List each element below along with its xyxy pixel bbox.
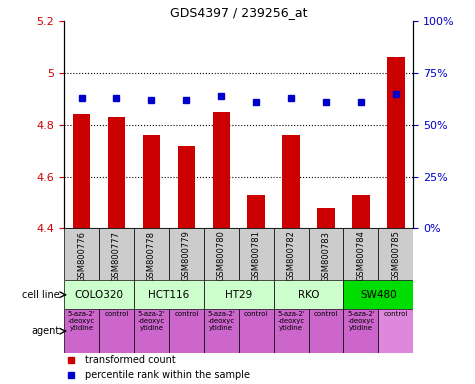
Bar bbox=[64, 309, 99, 353]
Text: GSM800782: GSM800782 bbox=[286, 230, 295, 281]
Text: agent: agent bbox=[31, 326, 59, 336]
Text: control: control bbox=[384, 311, 408, 317]
Text: 5-aza-2'
-deoxyc
ytidine: 5-aza-2' -deoxyc ytidine bbox=[277, 311, 305, 331]
Bar bbox=[317, 208, 335, 228]
Bar bbox=[204, 309, 238, 353]
Bar bbox=[274, 280, 343, 309]
Text: control: control bbox=[174, 311, 199, 317]
Bar bbox=[99, 309, 134, 353]
Bar bbox=[387, 58, 405, 228]
Text: HT29: HT29 bbox=[225, 290, 252, 300]
Text: COLO320: COLO320 bbox=[75, 290, 124, 300]
Text: GSM800784: GSM800784 bbox=[356, 230, 365, 281]
Text: HCT116: HCT116 bbox=[148, 290, 190, 300]
Bar bbox=[169, 309, 204, 353]
Text: cell line: cell line bbox=[22, 290, 59, 300]
Bar bbox=[64, 228, 99, 280]
Bar bbox=[134, 280, 204, 309]
Text: control: control bbox=[314, 311, 338, 317]
Bar bbox=[379, 228, 413, 280]
Bar bbox=[282, 135, 300, 228]
Bar bbox=[134, 228, 169, 280]
Bar bbox=[108, 117, 125, 228]
Bar bbox=[178, 146, 195, 228]
Text: control: control bbox=[104, 311, 129, 317]
Text: GSM800780: GSM800780 bbox=[217, 230, 226, 281]
Text: SW480: SW480 bbox=[360, 290, 397, 300]
Bar bbox=[64, 280, 134, 309]
Text: GSM800783: GSM800783 bbox=[322, 230, 331, 281]
Bar bbox=[309, 228, 343, 280]
Bar bbox=[134, 309, 169, 353]
Text: percentile rank within the sample: percentile rank within the sample bbox=[85, 370, 250, 380]
Text: GSM800777: GSM800777 bbox=[112, 230, 121, 281]
Bar bbox=[99, 228, 134, 280]
Text: 5-aza-2'
-deoxyc
ytidine: 5-aza-2' -deoxyc ytidine bbox=[208, 311, 235, 331]
Text: 5-aza-2'
-deoxyc
ytidine: 5-aza-2' -deoxyc ytidine bbox=[347, 311, 375, 331]
Title: GDS4397 / 239256_at: GDS4397 / 239256_at bbox=[170, 5, 307, 18]
Bar bbox=[309, 309, 343, 353]
Text: GSM800779: GSM800779 bbox=[182, 230, 191, 281]
Bar bbox=[238, 309, 274, 353]
Bar bbox=[274, 228, 309, 280]
Bar bbox=[169, 228, 204, 280]
Bar bbox=[343, 228, 379, 280]
Bar bbox=[343, 280, 413, 309]
Bar bbox=[142, 135, 160, 228]
Bar bbox=[204, 228, 238, 280]
Bar bbox=[204, 280, 274, 309]
Text: GSM800781: GSM800781 bbox=[252, 230, 261, 281]
Bar bbox=[379, 309, 413, 353]
Text: control: control bbox=[244, 311, 268, 317]
Bar bbox=[352, 195, 370, 228]
Bar bbox=[274, 309, 309, 353]
Text: GSM800778: GSM800778 bbox=[147, 230, 156, 281]
Text: GSM800785: GSM800785 bbox=[391, 230, 400, 281]
Text: transformed count: transformed count bbox=[85, 356, 176, 366]
Bar bbox=[343, 309, 379, 353]
Text: RKO: RKO bbox=[298, 290, 319, 300]
Bar bbox=[247, 195, 265, 228]
Bar bbox=[238, 228, 274, 280]
Text: 5-aza-2'
-deoxyc
ytidine: 5-aza-2' -deoxyc ytidine bbox=[68, 311, 95, 331]
Text: 5-aza-2'
-deoxyc
ytidine: 5-aza-2' -deoxyc ytidine bbox=[138, 311, 165, 331]
Text: GSM800776: GSM800776 bbox=[77, 230, 86, 281]
Bar bbox=[212, 112, 230, 228]
Bar bbox=[73, 114, 90, 228]
